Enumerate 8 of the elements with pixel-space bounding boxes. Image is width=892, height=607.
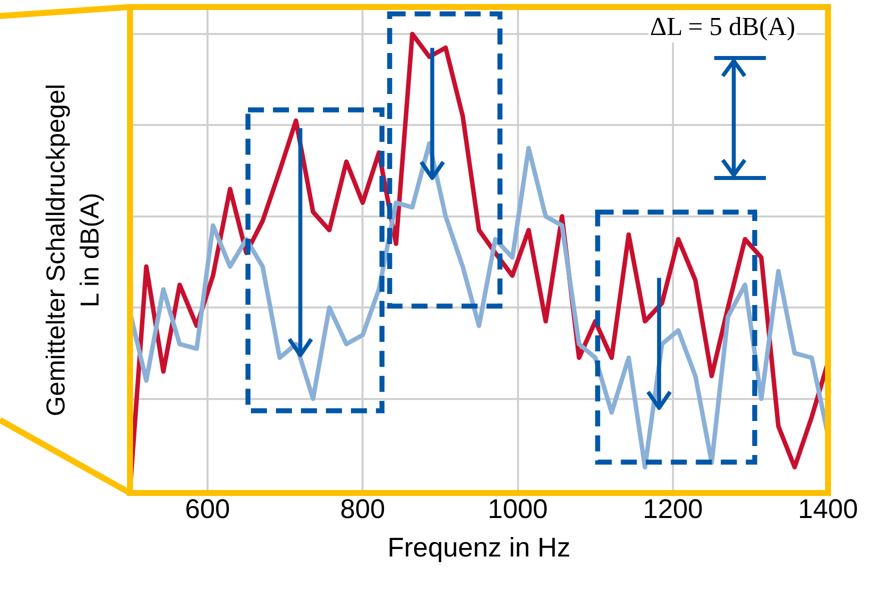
annotation: ΔL = 5 dB(A) bbox=[650, 12, 796, 41]
x-tick-label: 800 bbox=[340, 494, 386, 524]
x-tick-label: 1400 bbox=[798, 494, 858, 524]
x-axis-title: Frequenz in Hz bbox=[387, 532, 571, 562]
y-axis-title: Gemittelter Schalldruckpegel L in dB(A) bbox=[40, 84, 104, 416]
x-tick-label: 1200 bbox=[642, 494, 703, 524]
x-tick-label: 1000 bbox=[488, 494, 548, 524]
x-tick-label: 600 bbox=[185, 494, 230, 524]
